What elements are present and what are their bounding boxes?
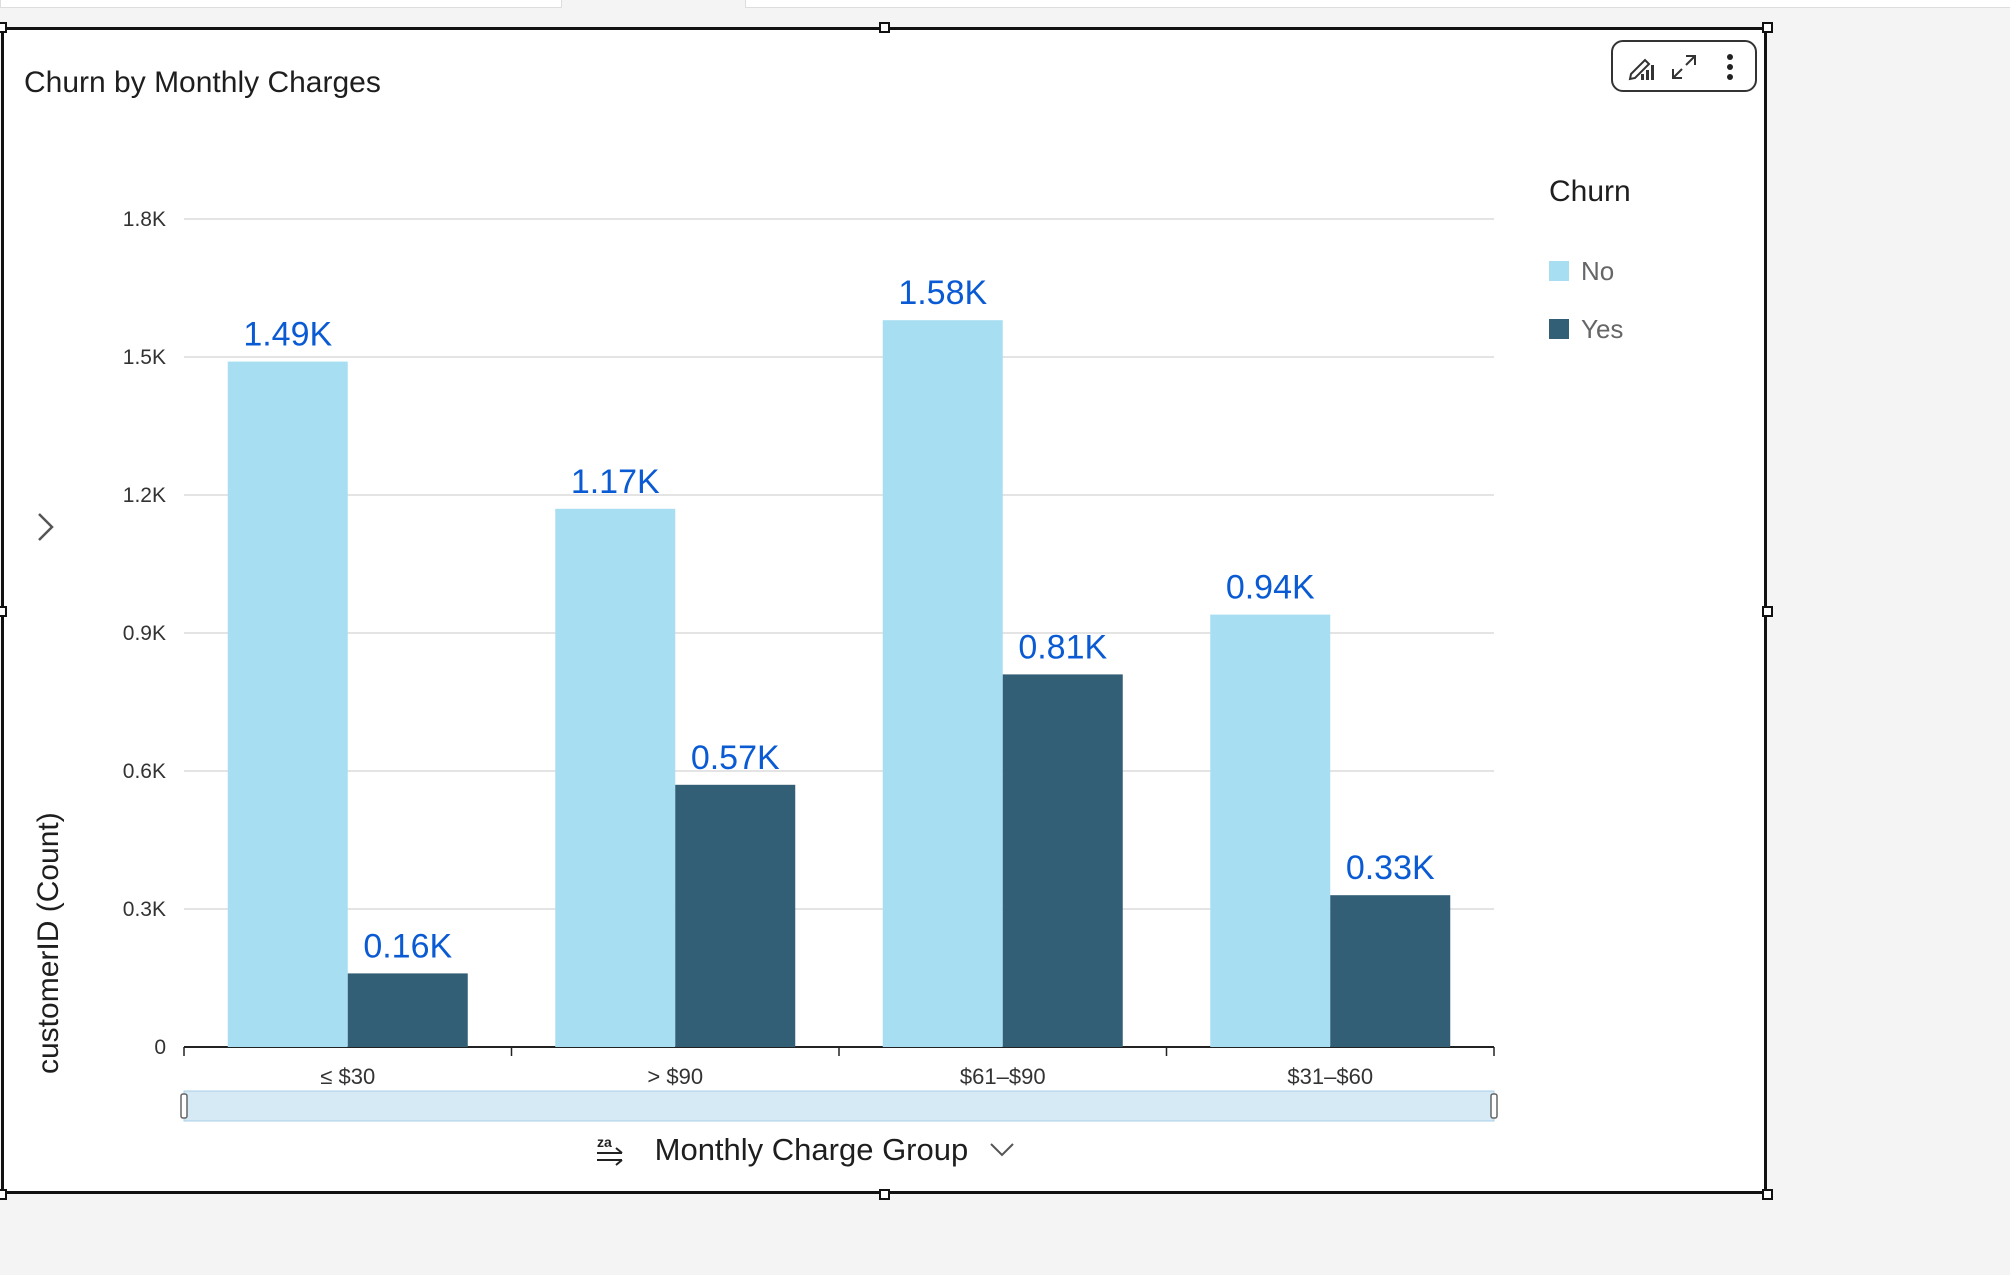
bar-yes <box>347 973 468 1047</box>
data-label: 0.33K <box>1346 849 1435 887</box>
visual-toolbar <box>1611 40 1757 92</box>
expand-icon[interactable] <box>1667 50 1701 84</box>
y-tick-label: 1.8K <box>123 208 166 231</box>
x-axis-title-area[interactable]: za Monthly Charge Group <box>594 1130 1017 1170</box>
top-strip-panel-left <box>0 0 562 8</box>
x-tick-label: ≤ $30 <box>320 1064 375 1089</box>
sort-descending-icon[interactable]: za <box>594 1133 628 1167</box>
legend-title: Churn <box>1549 175 1631 208</box>
y-tick-label: 1.5K <box>123 346 166 369</box>
range-slider-handle <box>1490 1093 1498 1119</box>
resize-handle-br[interactable] <box>1762 1189 1773 1200</box>
y-tick-label: 0 <box>154 1036 166 1059</box>
x-tick-label: $61–$90 <box>960 1064 1046 1089</box>
bar-yes <box>675 784 796 1047</box>
resize-handle-bottom[interactable] <box>879 1189 890 1200</box>
resize-handle-left[interactable] <box>0 606 7 617</box>
y-tick-label: 0.9K <box>123 622 166 645</box>
bar-no <box>882 320 1003 1047</box>
bar-no <box>555 508 676 1047</box>
top-strip-panel-right <box>745 0 2010 8</box>
data-label: 0.94K <box>1226 569 1315 607</box>
data-label: 0.16K <box>363 927 452 965</box>
visual-title: Churn by Monthly Charges <box>24 66 381 99</box>
top-strip <box>0 0 2010 10</box>
data-label: 1.49K <box>243 316 332 354</box>
bar-no <box>227 361 348 1048</box>
svg-text:za: za <box>597 1134 612 1150</box>
chart-visual[interactable]: Churn by Monthly Charges Churn <box>1 27 1767 1194</box>
legend-label-no: No <box>1581 256 1615 286</box>
chevron-down-icon[interactable] <box>987 1135 1017 1165</box>
legend-item-no[interactable]: No <box>1549 256 1614 286</box>
range-slider-handle <box>180 1093 188 1119</box>
y-tick-label: 0.3K <box>123 898 166 921</box>
y-tick-label: 1.2K <box>123 484 166 507</box>
legend-swatch-no <box>1549 261 1569 282</box>
x-range-slider <box>183 1090 1495 1122</box>
x-tick-label: > $90 <box>647 1064 703 1089</box>
bar-no <box>1210 614 1331 1047</box>
chevron-right-icon[interactable] <box>34 510 58 549</box>
data-label: 1.17K <box>571 463 660 501</box>
y-tick-label: 0.6K <box>123 760 166 783</box>
x-tick-label: $31–$60 <box>1287 1064 1373 1089</box>
resize-handle-top[interactable] <box>879 22 890 33</box>
bar-chart: 0 0.3K 0.6K 0.9K 1.2K 1.5K 1.8K ≤ $30 1.49K 0.16K… <box>123 208 1498 1122</box>
data-label: 0.57K <box>691 739 780 777</box>
bar-yes <box>1002 674 1123 1047</box>
data-label: 1.58K <box>898 274 987 312</box>
resize-handle-bl[interactable] <box>0 1189 7 1200</box>
resize-handle-tr[interactable] <box>1762 22 1773 33</box>
legend-item-yes[interactable]: Yes <box>1549 314 1623 344</box>
bar-yes <box>1330 895 1451 1047</box>
resize-handle-tl[interactable] <box>0 22 7 33</box>
more-vertical-icon[interactable] <box>1713 50 1747 84</box>
resize-handle-right[interactable] <box>1762 606 1773 617</box>
x-axis-title: Monthly Charge Group <box>654 1131 969 1167</box>
legend-swatch-yes <box>1549 319 1569 340</box>
data-label: 0.81K <box>1018 628 1107 666</box>
legend-label-yes: Yes <box>1581 314 1624 344</box>
format-visual-icon[interactable] <box>1625 50 1659 84</box>
